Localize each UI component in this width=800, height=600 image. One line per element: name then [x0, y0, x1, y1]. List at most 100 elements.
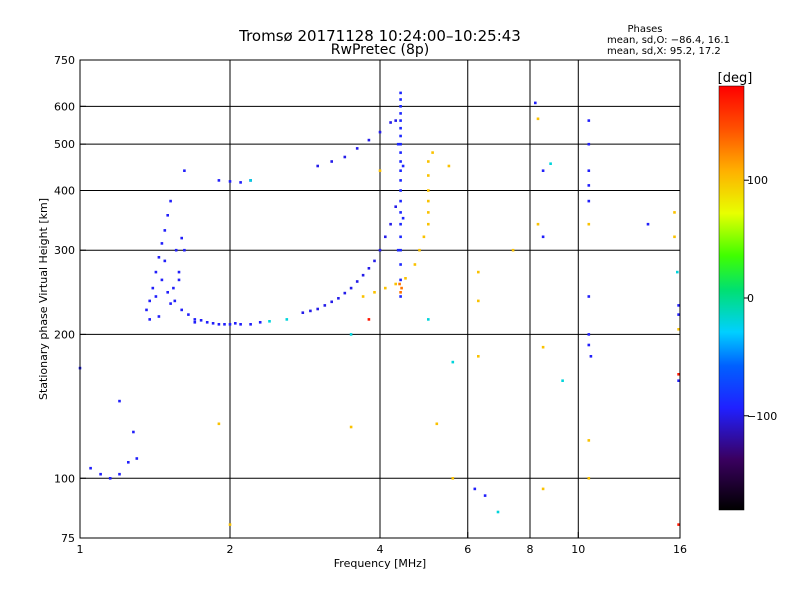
data-point: [367, 267, 371, 270]
data-point: [676, 270, 679, 274]
data-point: [309, 309, 312, 313]
y-tick-label: 750: [54, 54, 75, 67]
data-point: [399, 235, 402, 239]
data-point: [427, 174, 430, 177]
data-point: [394, 205, 397, 208]
data-point: [389, 222, 392, 226]
data-point: [343, 155, 347, 159]
x-tick-label: 8: [527, 543, 534, 556]
data-point: [541, 487, 545, 491]
y-tick-label: 200: [54, 328, 75, 341]
data-point: [418, 248, 421, 252]
data-point: [587, 119, 591, 122]
data-point: [587, 169, 591, 172]
data-point: [399, 211, 402, 214]
y-tick-label: 400: [54, 184, 75, 197]
data-point: [180, 308, 183, 312]
data-point: [427, 189, 430, 192]
data-point: [367, 318, 371, 321]
x-tick-label: 6: [464, 543, 471, 556]
data-point: [587, 333, 591, 336]
data-point: [384, 286, 387, 290]
data-point: [378, 169, 382, 172]
data-point: [169, 302, 172, 305]
data-point: [483, 494, 487, 497]
chart-title: Tromsø 20171128 10:24:00–10:25:43: [238, 27, 521, 45]
info-line-o: mean, sd,O: −86.4, 16.1: [607, 35, 730, 46]
data-point: [373, 259, 376, 263]
data-point: [435, 422, 439, 426]
data-point: [399, 248, 402, 252]
data-point: [398, 282, 401, 286]
data-point: [239, 323, 242, 326]
data-point: [99, 472, 102, 476]
data-point: [316, 307, 319, 311]
data-point: [399, 179, 402, 182]
y-tick-label: 600: [54, 100, 75, 113]
data-point: [511, 248, 515, 252]
data-point: [316, 164, 319, 168]
data-point: [249, 323, 252, 326]
info-line-x: mean, sd,X: 95.2, 17.2: [607, 46, 721, 57]
data-point: [399, 160, 402, 163]
data-point: [399, 295, 402, 298]
data-point: [330, 160, 333, 163]
info-heading: Phases: [627, 24, 662, 35]
data-point: [193, 318, 197, 321]
data-point: [587, 439, 591, 442]
data-point: [646, 222, 650, 226]
data-point: [157, 256, 161, 259]
data-point: [151, 286, 155, 290]
data-point: [183, 248, 186, 252]
data-point: [427, 318, 430, 321]
data-point: [268, 320, 271, 323]
data-point: [404, 277, 407, 280]
data-point: [187, 313, 190, 316]
data-point: [258, 321, 262, 324]
data-point: [166, 291, 169, 294]
data-point: [473, 487, 477, 491]
data-point: [323, 304, 327, 307]
data-point: [536, 222, 540, 226]
data-point: [451, 477, 455, 480]
data-point: [396, 142, 400, 146]
data-point: [587, 199, 591, 203]
data-point: [373, 291, 376, 294]
data-point: [301, 311, 305, 314]
y-axis-label: Stationary phase Virtual Height [km]: [37, 198, 50, 400]
data-point: [399, 199, 402, 203]
data-point: [447, 164, 451, 168]
data-point: [427, 160, 430, 163]
data-point: [145, 308, 148, 312]
data-point: [536, 117, 540, 121]
data-point: [477, 299, 480, 303]
x-tick-label: 1: [77, 543, 84, 556]
data-point: [399, 151, 402, 154]
data-point: [223, 323, 226, 326]
data-point: [193, 321, 197, 324]
data-point: [399, 263, 402, 266]
data-point: [677, 523, 680, 526]
data-point: [361, 295, 365, 298]
data-point: [118, 472, 121, 476]
data-point: [399, 119, 402, 122]
data-point: [249, 179, 252, 182]
data-point: [541, 235, 545, 239]
chart-subtitle: RwPretec (8p): [331, 42, 429, 58]
data-point: [451, 360, 455, 364]
data-point: [561, 379, 564, 382]
data-point: [422, 235, 426, 239]
data-point: [118, 399, 121, 403]
data-point: [677, 313, 680, 316]
data-point: [389, 121, 392, 124]
data-point: [394, 282, 397, 286]
data-point: [587, 295, 591, 298]
data-point: [173, 299, 177, 303]
x-axis-label: Frequency [MHz]: [334, 557, 426, 570]
data-point: [413, 263, 417, 266]
data-point: [234, 322, 237, 325]
data-point: [399, 126, 402, 130]
data-point: [166, 214, 169, 217]
data-point: [587, 142, 591, 146]
data-point: [180, 236, 183, 240]
